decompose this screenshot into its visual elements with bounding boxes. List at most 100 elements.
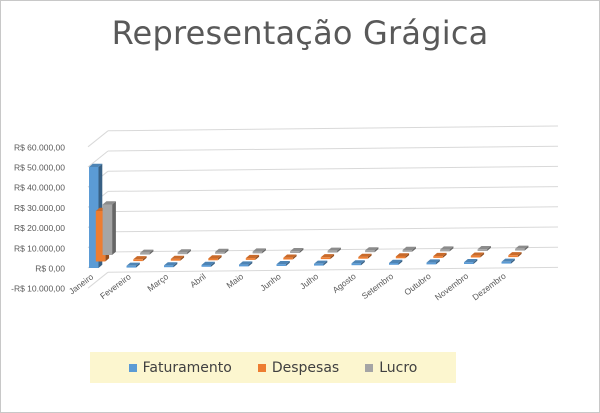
gridline xyxy=(107,145,559,152)
bar-side xyxy=(173,262,178,268)
bar-despesas-8 xyxy=(358,253,372,259)
bar-lucro-10 xyxy=(440,246,454,252)
bar-side xyxy=(367,253,372,259)
bar-front xyxy=(433,256,443,258)
bar-top xyxy=(395,253,410,257)
bar-top xyxy=(126,262,140,266)
bar-front xyxy=(208,258,218,261)
y-tick-label: R$ 30.000,00 xyxy=(14,203,65,213)
bar-side xyxy=(517,252,522,258)
bars xyxy=(89,163,529,268)
gridline xyxy=(107,186,559,192)
y-tick-label: R$ 50.000,00 xyxy=(14,163,65,173)
y-tick-label: R$ 20.000,00 xyxy=(14,223,65,233)
legend-label: Despesas xyxy=(271,359,340,376)
bar-despesas-11 xyxy=(470,252,485,258)
gridline-depth xyxy=(87,130,109,148)
bar-despesas-7 xyxy=(320,254,335,260)
bar-top xyxy=(245,254,260,259)
chart-title: Representação Grágica xyxy=(111,14,489,52)
bar-despesas-12 xyxy=(508,252,522,258)
bar-despesas-6 xyxy=(283,254,297,260)
bar-top xyxy=(358,253,372,257)
bar-front xyxy=(477,249,488,251)
bar-front xyxy=(245,258,256,260)
bar-front xyxy=(133,259,143,262)
x-tick-label: Junho xyxy=(258,271,283,293)
bar-front xyxy=(252,251,263,254)
y-tick-label: -R$ 10.000,00 xyxy=(11,284,65,294)
bar-front xyxy=(440,249,450,252)
bar-top xyxy=(208,255,222,259)
bar-lucro-12 xyxy=(515,245,529,251)
x-tick-label: Maio xyxy=(224,271,245,290)
bar-top xyxy=(464,259,478,263)
legend-swatch xyxy=(128,363,137,372)
bar-top xyxy=(515,245,529,249)
bar-side xyxy=(248,261,253,267)
bar-lucro-6 xyxy=(290,248,304,253)
bar-front xyxy=(365,250,375,253)
bar-top xyxy=(470,252,485,256)
bar-side xyxy=(398,259,403,265)
bar-side xyxy=(323,260,328,266)
bar-side xyxy=(262,248,266,254)
y-tick-label: R$ 40.000,00 xyxy=(14,183,65,193)
x-tick-label: Março xyxy=(145,271,170,293)
bar-side xyxy=(412,246,416,252)
bar-front xyxy=(351,263,361,266)
bar-front xyxy=(170,258,181,261)
bar-top xyxy=(433,252,447,257)
x-tick-label: Outubro xyxy=(402,271,433,298)
bar-side xyxy=(211,261,215,267)
bar-front xyxy=(276,264,286,266)
bar-front xyxy=(402,250,413,252)
bar-despesas-4 xyxy=(208,255,222,261)
bar-top xyxy=(440,246,454,250)
bar-side xyxy=(480,252,485,258)
bar-lucro-2 xyxy=(140,249,154,255)
bar-side xyxy=(299,248,304,253)
bar-side xyxy=(330,254,335,260)
bar-side xyxy=(374,247,379,253)
legend-swatch xyxy=(257,363,266,372)
x-tick-label: Dezembro xyxy=(470,271,508,303)
bar-side xyxy=(217,255,222,261)
bar-front xyxy=(239,264,249,267)
gridline-depth xyxy=(87,271,109,289)
bar-faturamento-8 xyxy=(351,260,365,266)
bar-top xyxy=(402,246,416,250)
legend-label: Faturamento xyxy=(142,359,232,376)
legend-swatch xyxy=(365,363,374,372)
x-tick-label: Janeiro xyxy=(67,271,96,296)
bar-top xyxy=(140,249,154,253)
bar-side xyxy=(405,253,410,259)
bar-side xyxy=(337,247,341,253)
bar-faturamento-9 xyxy=(389,259,403,265)
x-tick-label: Julho xyxy=(298,271,320,291)
bar-side xyxy=(487,246,491,251)
bar-top xyxy=(327,247,341,251)
bar-top xyxy=(170,255,185,259)
bar-faturamento-7 xyxy=(314,260,328,266)
bar-front xyxy=(426,262,436,265)
gridline xyxy=(107,206,559,213)
bar-despesas-2 xyxy=(133,256,147,262)
bar-front xyxy=(177,252,188,255)
bar-lucro-9 xyxy=(402,246,416,252)
bar-front xyxy=(470,255,481,258)
bar-top xyxy=(351,260,365,264)
x-tick-label: Agosto xyxy=(331,271,358,295)
bar-top xyxy=(89,163,103,167)
x-tick-label: Novembro xyxy=(433,271,471,303)
bar-front xyxy=(515,248,525,251)
y-axis-tick-labels: -R$ 10.000,00 R$ 0,00 R$ 10.000,00 R$ 20.00… xyxy=(11,142,65,293)
bar-lucro-4 xyxy=(215,248,229,254)
bar-faturamento-5 xyxy=(239,261,253,267)
bar-faturamento-10 xyxy=(426,259,440,265)
y-tick-label: R$ 60.000,00 xyxy=(14,142,65,152)
bar-side xyxy=(436,259,440,265)
bar-top xyxy=(239,261,253,265)
bar-top xyxy=(133,256,147,260)
gridline xyxy=(107,125,559,132)
